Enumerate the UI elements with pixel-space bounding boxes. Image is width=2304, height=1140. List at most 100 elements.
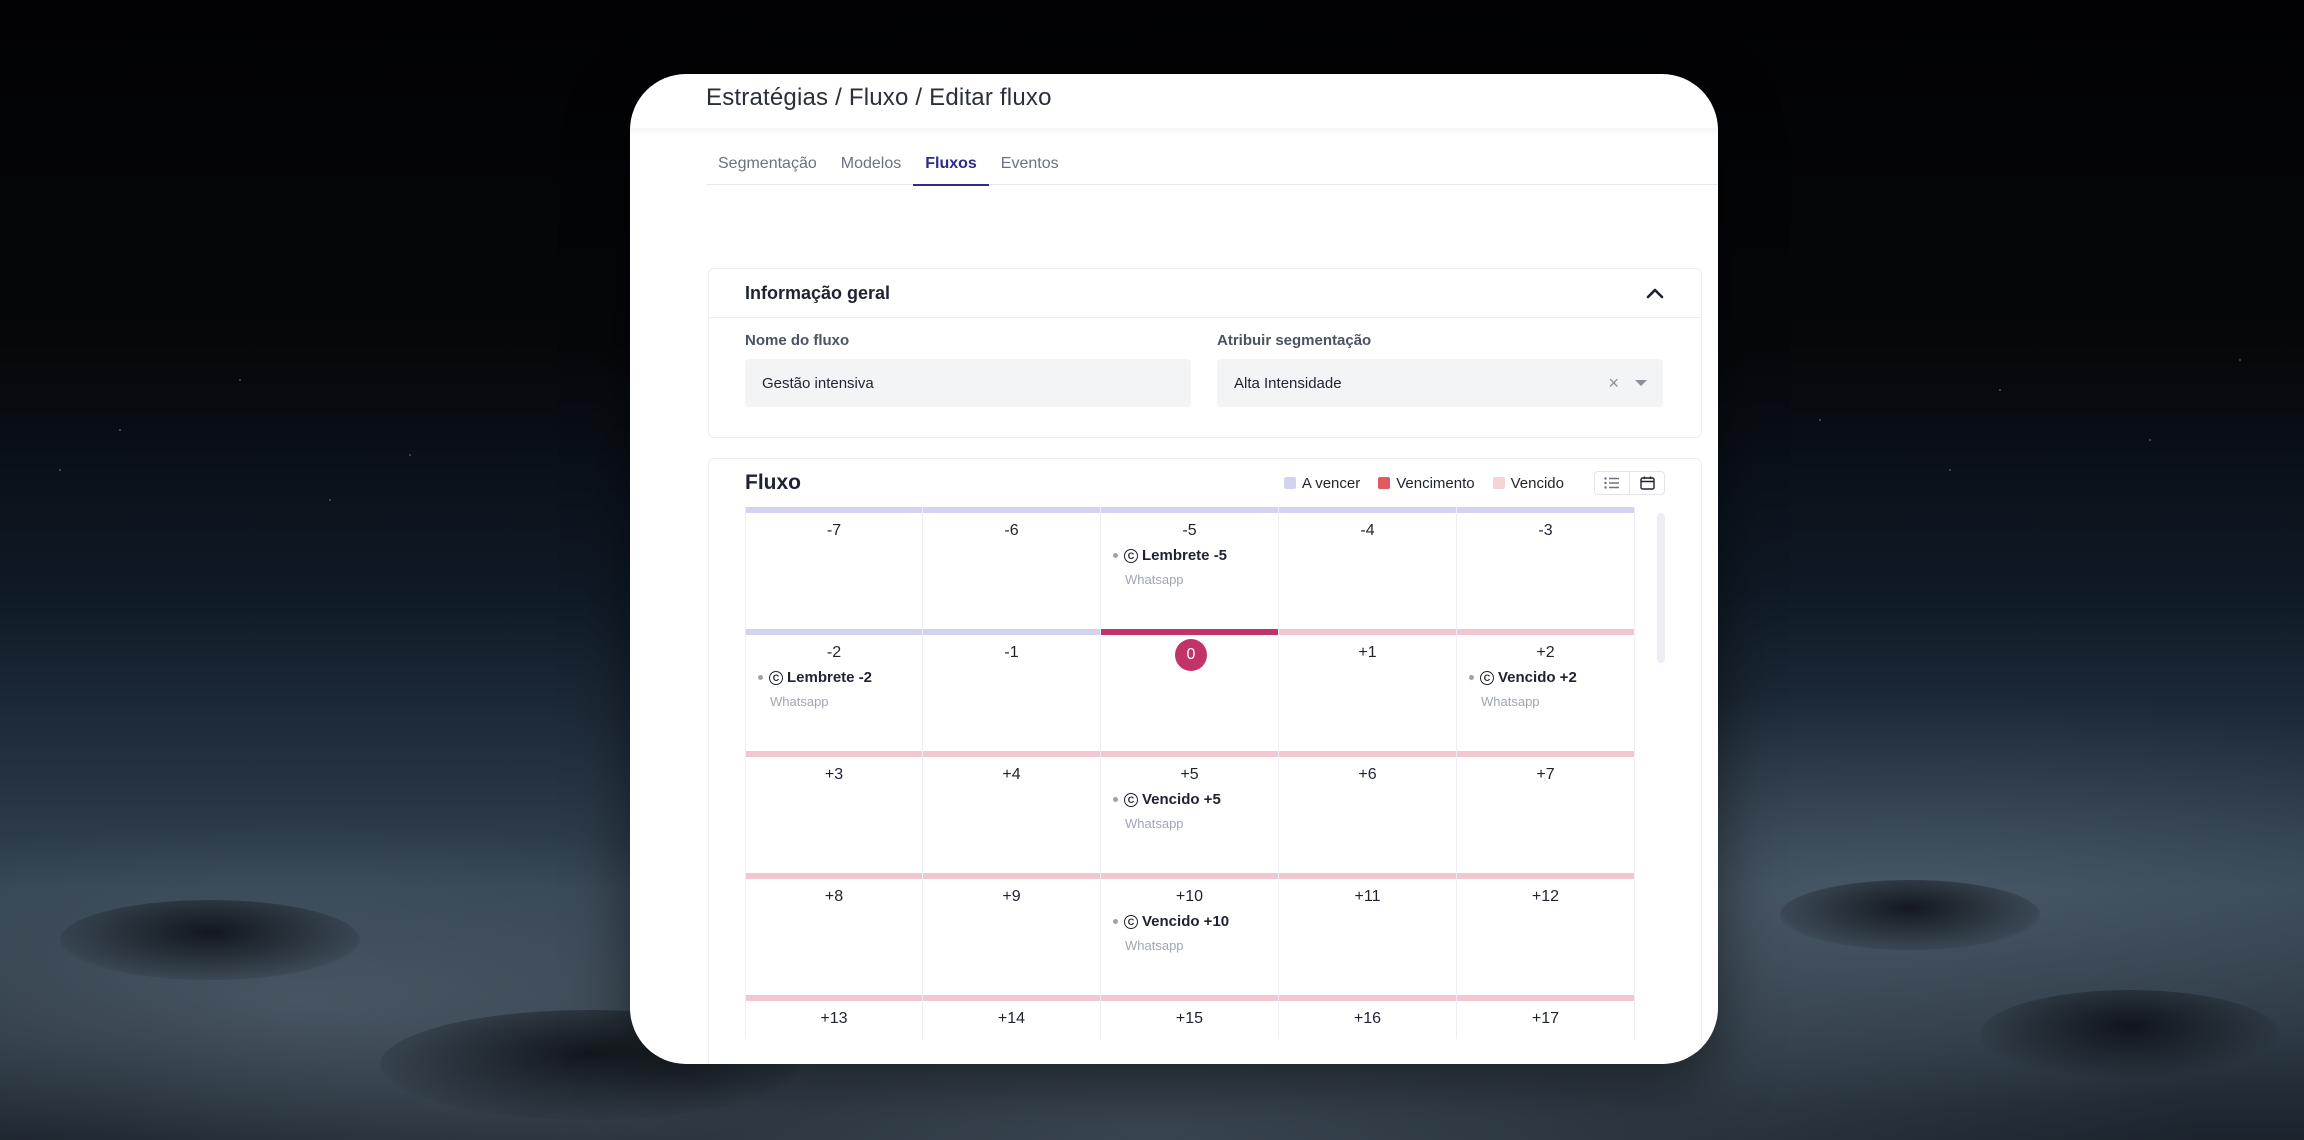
day-number: +14 bbox=[997, 1010, 1026, 1027]
day-status-bar bbox=[1279, 873, 1456, 879]
day-cell[interactable]: +6 bbox=[1279, 751, 1457, 873]
event-channel: Whatsapp bbox=[1125, 816, 1184, 831]
event-dot-icon bbox=[1113, 797, 1118, 802]
day-status-bar bbox=[1101, 629, 1278, 635]
day-cell[interactable]: -4 bbox=[1279, 507, 1457, 629]
day-number: +15 bbox=[1175, 1010, 1204, 1027]
copyright-c-icon: C bbox=[1480, 670, 1494, 685]
grid-scrollbar[interactable] bbox=[1657, 513, 1665, 663]
day-cell[interactable]: +9 bbox=[923, 873, 1101, 995]
day-number: -1 bbox=[1004, 644, 1019, 661]
day-status-bar bbox=[1457, 507, 1634, 513]
legend-item-vencido: Vencido bbox=[1492, 475, 1564, 492]
clear-icon[interactable]: × bbox=[1608, 372, 1619, 393]
due-day-badge: 0 bbox=[1175, 639, 1207, 671]
day-status-bar bbox=[1279, 507, 1456, 513]
breadcrumb: Estratégias / Fluxo / Editar fluxo bbox=[706, 84, 1052, 111]
tab-modelos[interactable]: Modelos bbox=[840, 155, 902, 172]
day-status-bar bbox=[923, 507, 1100, 513]
flow-event[interactable]: C Vencido +10 Whatsapp bbox=[1113, 913, 1229, 953]
legend-label: A vencer bbox=[1301, 474, 1361, 492]
day-cell[interactable]: +3 bbox=[745, 751, 923, 873]
copyright-c-icon: C bbox=[1124, 792, 1138, 807]
event-channel: Whatsapp bbox=[1481, 694, 1540, 709]
day-cell[interactable]: +12 bbox=[1457, 873, 1635, 995]
general-info-title: Informação geral bbox=[745, 282, 891, 303]
flow-name-label: Nome do fluxo bbox=[745, 332, 850, 349]
event-dot-icon bbox=[1113, 553, 1118, 558]
day-number: +9 bbox=[1002, 888, 1021, 905]
day-status-bar bbox=[923, 629, 1100, 635]
flow-week-row: -2 C Lembrete -2 Whatsapp -1 0 +1 +2 C Vencido +2… bbox=[745, 629, 1635, 751]
flow-event[interactable]: C Lembrete -2 Whatsapp bbox=[758, 669, 872, 709]
day-cell[interactable]: -6 bbox=[923, 507, 1101, 629]
flow-week-row: +13 +14 +15 +16 +17 bbox=[745, 995, 1635, 1039]
day-cell[interactable]: +16 bbox=[1279, 995, 1457, 1039]
day-cell[interactable]: +5 C Vencido +5 Whatsapp bbox=[1101, 751, 1279, 873]
flow-week-row: -7 -6 -5 C Lembrete -5 Whatsapp -4 -3 bbox=[745, 507, 1635, 629]
caret-down-icon[interactable] bbox=[1635, 380, 1647, 386]
day-cell[interactable]: +13 bbox=[745, 995, 923, 1039]
day-cell[interactable]: 0 bbox=[1101, 629, 1279, 751]
day-status-bar bbox=[746, 629, 922, 635]
event-title-row: C Vencido +10 bbox=[1113, 913, 1229, 930]
flow-event[interactable]: C Vencido +2 Whatsapp bbox=[1469, 669, 1577, 709]
day-status-bar bbox=[1101, 995, 1278, 1001]
flow-title: Fluxo bbox=[745, 471, 801, 494]
chevron-up-icon[interactable] bbox=[1645, 283, 1665, 303]
day-cell[interactable]: +8 bbox=[745, 873, 923, 995]
event-title-row: C Vencido +5 bbox=[1113, 791, 1221, 808]
day-cell[interactable]: -3 bbox=[1457, 507, 1635, 629]
event-dot-icon bbox=[758, 675, 763, 680]
event-title: Lembrete -2 bbox=[787, 669, 873, 686]
day-number: +3 bbox=[824, 766, 844, 783]
day-cell[interactable]: -2 C Lembrete -2 Whatsapp bbox=[745, 629, 923, 751]
day-number: +8 bbox=[824, 888, 844, 905]
day-cell[interactable]: -5 C Lembrete -5 Whatsapp bbox=[1101, 507, 1279, 629]
day-cell[interactable]: +2 C Vencido +2 Whatsapp bbox=[1457, 629, 1635, 751]
flow-panel: Fluxo A vencer Vencimento Vencido bbox=[708, 458, 1702, 1064]
day-cell[interactable]: -7 bbox=[745, 507, 923, 629]
tab-segmentacao[interactable]: Segmentação bbox=[718, 155, 817, 172]
day-cell[interactable]: +15 bbox=[1101, 995, 1279, 1039]
segmentation-select[interactable]: Alta Intensidade × bbox=[1217, 359, 1663, 407]
day-cell[interactable]: +4 bbox=[923, 751, 1101, 873]
event-dot-icon bbox=[1113, 919, 1118, 924]
day-cell[interactable]: -1 bbox=[923, 629, 1101, 751]
day-cell[interactable]: +17 bbox=[1457, 995, 1635, 1039]
list-view-icon[interactable] bbox=[1595, 472, 1629, 494]
day-number: +5 bbox=[1180, 766, 1199, 783]
day-number: -6 bbox=[1004, 522, 1019, 539]
event-title: Lembrete -5 bbox=[1142, 547, 1228, 564]
tab-bar: Segmentação Modelos Fluxos Eventos bbox=[706, 144, 1718, 186]
calendar-view-icon[interactable] bbox=[1629, 472, 1664, 494]
day-status-bar bbox=[1457, 995, 1634, 1001]
flow-legend: A vencer Vencimento Vencido bbox=[1283, 471, 1665, 495]
day-status-bar bbox=[923, 873, 1100, 879]
header-divider bbox=[630, 128, 1718, 138]
day-cell[interactable]: +7 bbox=[1457, 751, 1635, 873]
general-info-panel: Informação geral Nome do fluxo Gestão in… bbox=[708, 268, 1702, 438]
event-title: Vencido +10 bbox=[1142, 913, 1230, 930]
day-number: +17 bbox=[1531, 1010, 1560, 1027]
day-cell[interactable]: +10 C Vencido +10 Whatsapp bbox=[1101, 873, 1279, 995]
flow-event[interactable]: C Vencido +5 Whatsapp bbox=[1113, 791, 1221, 831]
flow-name-input[interactable]: Gestão intensiva bbox=[745, 359, 1191, 407]
legend-label: Vencimento bbox=[1396, 474, 1475, 492]
day-status-bar bbox=[1101, 873, 1278, 879]
crater-decoration bbox=[1780, 880, 2040, 950]
day-number: +2 bbox=[1536, 644, 1555, 661]
tab-fluxos[interactable]: Fluxos bbox=[913, 144, 989, 186]
flow-event[interactable]: C Lembrete -5 Whatsapp bbox=[1113, 547, 1227, 587]
day-cell[interactable]: +1 bbox=[1279, 629, 1457, 751]
tab-eventos[interactable]: Eventos bbox=[1000, 155, 1059, 172]
day-number: +6 bbox=[1358, 766, 1377, 783]
general-info-header[interactable]: Informação geral bbox=[709, 269, 1701, 318]
legend-swatch bbox=[1378, 477, 1391, 489]
day-cell[interactable]: +11 bbox=[1279, 873, 1457, 995]
day-cell[interactable]: +14 bbox=[923, 995, 1101, 1039]
day-status-bar bbox=[1457, 629, 1634, 635]
event-channel: Whatsapp bbox=[1125, 938, 1184, 953]
day-number: +11 bbox=[1354, 888, 1381, 905]
day-number: -4 bbox=[1360, 522, 1375, 539]
